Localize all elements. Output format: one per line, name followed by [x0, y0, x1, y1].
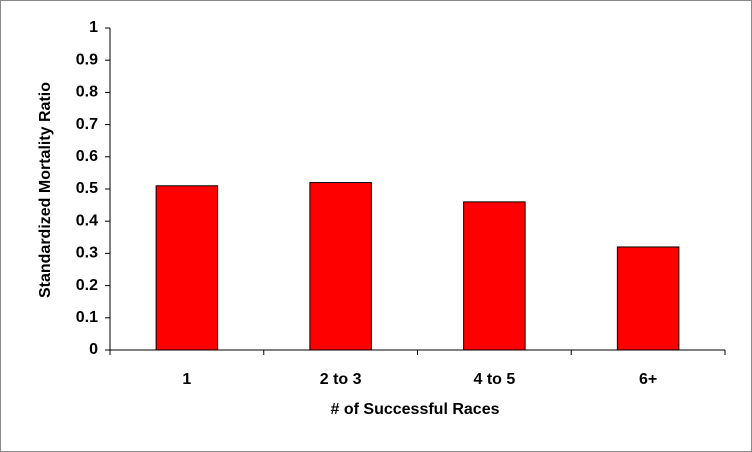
- x-tick-label: 6+: [639, 371, 657, 388]
- y-tick-label: 0.7: [76, 116, 98, 133]
- x-tick-label: 1: [182, 371, 191, 388]
- y-tick-label: 1: [89, 19, 98, 36]
- y-tick-label: 0.6: [76, 148, 98, 165]
- x-tick-label: 2 to 3: [320, 371, 362, 388]
- y-tick-label: 0.3: [76, 245, 98, 262]
- y-tick-label: 0.5: [76, 180, 98, 197]
- x-axis-title: # of Successful Races: [331, 401, 500, 418]
- bar: [463, 201, 526, 351]
- x-tick-label: 4 to 5: [473, 371, 515, 388]
- bar: [155, 185, 219, 351]
- y-tick-label: 0.1: [76, 309, 98, 326]
- bar: [309, 182, 372, 351]
- y-tick-label: 0.8: [76, 84, 98, 101]
- bar: [616, 246, 680, 351]
- y-tick-label: 0.4: [76, 212, 98, 229]
- y-tick-label: 0: [89, 341, 98, 358]
- y-tick-label: 0.2: [76, 277, 98, 294]
- y-axis-title: Standardized Mortality Ratio: [37, 82, 54, 298]
- y-tick-label: 0.9: [76, 51, 98, 68]
